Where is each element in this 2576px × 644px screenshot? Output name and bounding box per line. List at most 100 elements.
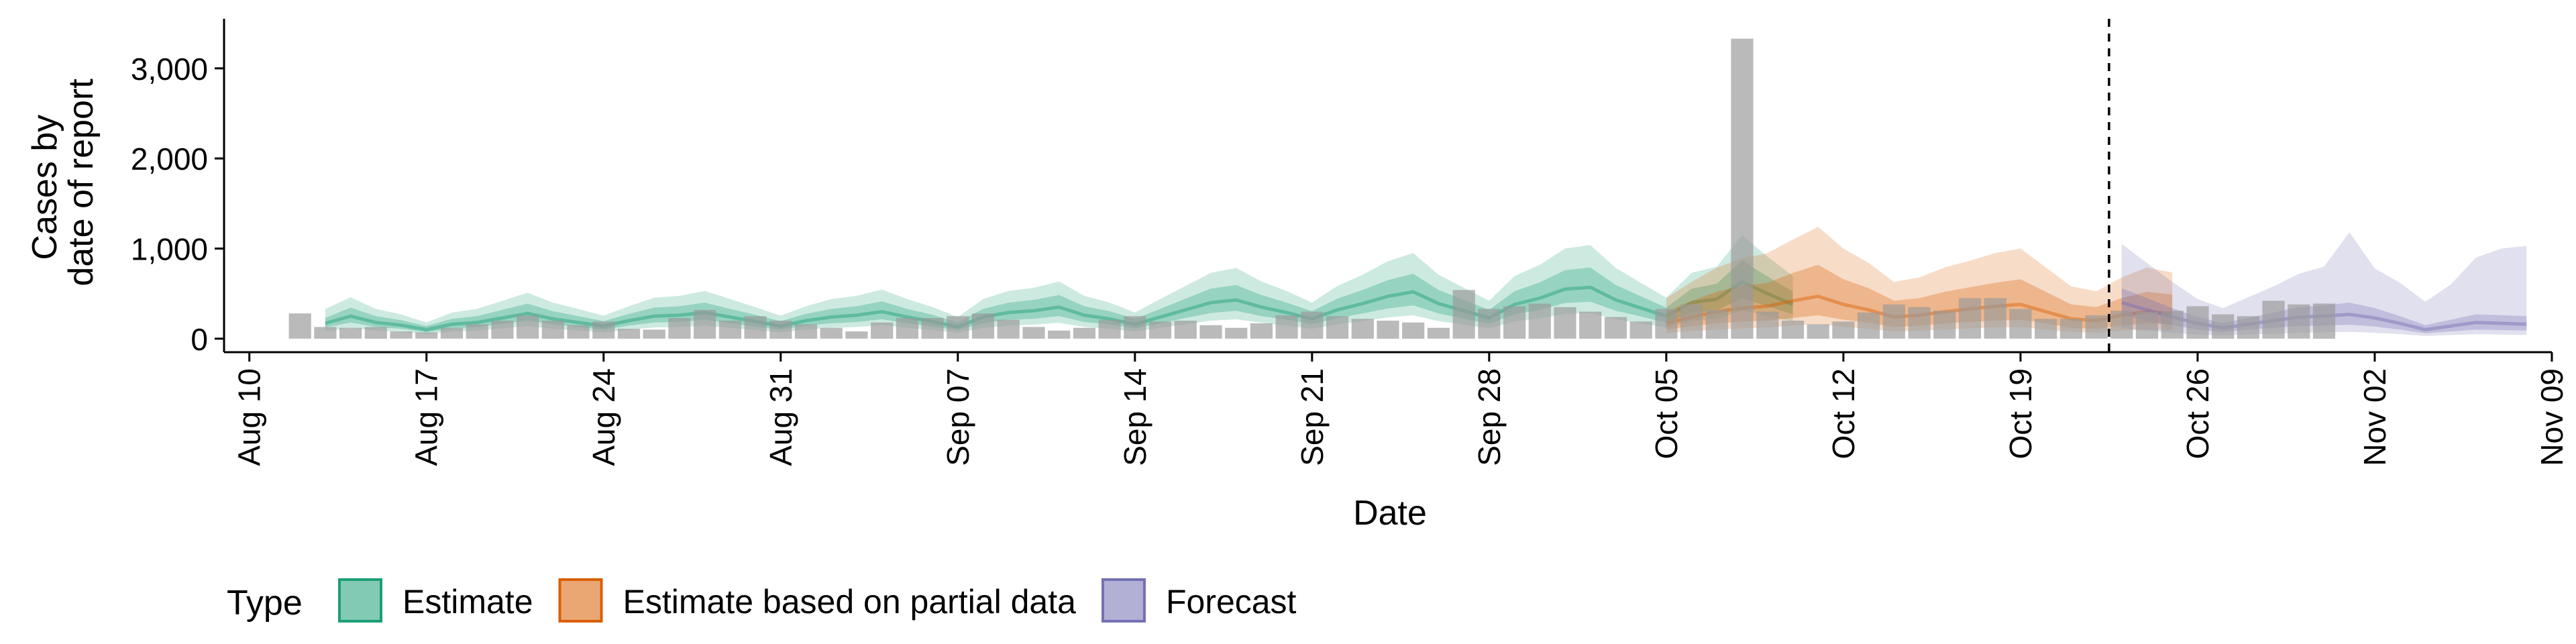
observed-bar	[364, 327, 387, 339]
observed-bar	[617, 329, 641, 339]
observed-bar	[1402, 322, 1425, 339]
x-tick-label: Aug 17	[409, 368, 444, 466]
observed-bar	[1148, 321, 1172, 339]
observed-bar	[1629, 321, 1652, 339]
observed-bar	[896, 318, 918, 339]
observed-bar	[491, 321, 514, 339]
observed-bar	[845, 331, 868, 339]
observed-bar	[1351, 319, 1374, 339]
observed-bar	[971, 313, 995, 339]
y-axis-title-line-1: Cases by	[25, 115, 64, 260]
observed-bar	[921, 318, 944, 339]
observed-bar	[1958, 298, 1982, 339]
x-tick-label: Sep 28	[1472, 368, 1507, 466]
x-ticks: Aug 10 Aug 17 Aug 24 Aug 31 Sep 07 Sep 14 Sep …	[232, 352, 2569, 466]
observed-bar	[2237, 316, 2259, 339]
observed-bar	[567, 325, 590, 339]
observed-bar	[1478, 309, 1501, 339]
observed-bar	[694, 309, 716, 339]
observed-bar	[947, 316, 969, 339]
observed-bar	[1250, 323, 1273, 339]
observed-bar	[1655, 309, 1678, 339]
observed-bar	[1908, 307, 1931, 339]
observed-bar	[2262, 301, 2285, 339]
x-tick-label: Oct 26	[2180, 368, 2215, 460]
estimate-outer-band	[325, 235, 1793, 335]
observed-bar	[592, 321, 615, 339]
observed-bar	[2009, 309, 2032, 339]
x-tick-label: Nov 09	[2534, 368, 2569, 466]
legend-swatch-forecast	[1101, 578, 1146, 623]
legend: Type Estimate Estimate based on partial d…	[227, 578, 1297, 623]
observed-bar	[1680, 304, 1703, 339]
observed-bar	[643, 329, 665, 339]
observed-bar	[2212, 314, 2235, 339]
observed-bar	[1124, 316, 1146, 339]
observed-bar	[871, 322, 894, 339]
estimate-based-on-partial-data-outer-band	[1666, 227, 2173, 333]
x-tick-label: Aug 10	[232, 368, 267, 466]
y-tick-label: 0	[191, 322, 208, 357]
x-tick-label: Aug 31	[763, 368, 798, 466]
observed-bar	[1199, 325, 1222, 339]
observed-bar	[2085, 315, 2108, 339]
x-tick-label: Sep 07	[941, 368, 975, 466]
observed-bar	[1022, 327, 1045, 339]
legend-label-estimate: Estimate	[402, 583, 533, 621]
observed-bar	[668, 318, 691, 339]
observed-bar	[1048, 330, 1071, 339]
x-tick-label: Oct 12	[1826, 368, 1861, 460]
observed-bar	[2035, 319, 2057, 339]
observed-bar	[466, 324, 488, 339]
observed-bar	[1275, 315, 1298, 339]
observed-bar	[339, 327, 362, 339]
x-tick-label: Oct 19	[2003, 368, 2038, 460]
observed-bar	[744, 316, 767, 339]
observed-bar	[1882, 304, 1905, 339]
observed-bar	[1984, 298, 2006, 339]
x-tick-label: Oct 05	[1649, 368, 1684, 460]
legend-label-forecast: Forecast	[1166, 583, 1297, 621]
observed-bar	[1528, 303, 1551, 339]
legend-label-estimate-based-on-partial-data: Estimate based on partial data	[623, 583, 1077, 621]
estimate-inner-band	[325, 260, 1793, 333]
observed-bar	[2059, 319, 2082, 339]
observed-bar	[1731, 38, 1754, 339]
observed-bar	[1073, 327, 1095, 339]
observed-bar	[1781, 321, 1805, 339]
observed-bar	[2186, 306, 2209, 339]
x-axis-title: Date	[1353, 494, 1427, 533]
observed-bar	[1452, 290, 1475, 339]
observed-bar	[541, 321, 564, 339]
x-tick-label: Aug 24	[586, 368, 621, 466]
y-axis-title: Cases by date of report	[25, 78, 101, 286]
observed-bar	[2110, 311, 2133, 339]
y-ticks: 0 1,000 2,000 3,000	[131, 52, 224, 357]
observed-bar	[440, 327, 464, 339]
observed-bar	[1301, 311, 1324, 339]
forecast-outer-band	[2121, 232, 2527, 336]
legend-swatch-estimate	[338, 578, 382, 623]
observed-bar	[1832, 321, 1855, 339]
observed-bar	[794, 324, 818, 339]
observed-bar	[1579, 311, 1602, 339]
observed-bar	[2161, 311, 2184, 339]
observed-bar	[1807, 324, 1829, 339]
legend-swatch-estimate-based-on-partial-data	[558, 578, 603, 623]
legend-title: Type	[227, 584, 303, 623]
observed-bar	[314, 327, 337, 339]
observed-bar	[1858, 312, 1880, 339]
observed-bar	[1098, 319, 1121, 339]
observed-bar	[1933, 311, 1956, 339]
axes	[223, 19, 2552, 354]
observed-bar	[1225, 327, 1248, 339]
x-tick-label: Sep 21	[1295, 368, 1330, 466]
x-tick-label: Sep 14	[1118, 368, 1152, 466]
observed-bar	[288, 313, 311, 339]
observed-bar	[517, 315, 539, 339]
observed-bar	[1554, 307, 1576, 339]
y-tick-label: 1,000	[131, 232, 208, 267]
estimate-based-on-partial-data-inner-band	[1666, 264, 2173, 330]
observed-bar	[1756, 311, 1779, 339]
